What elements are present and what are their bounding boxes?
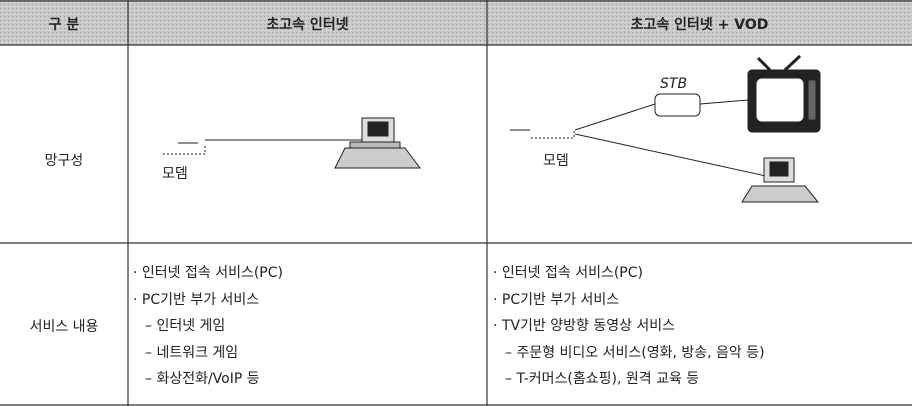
modem-label: 모뎀 xyxy=(543,153,569,169)
row-label: 서비스 내용 xyxy=(29,319,99,335)
service-item: – 인터넷 게임 xyxy=(145,318,226,334)
service-item: · PC기반 부가 서비스 xyxy=(493,291,620,308)
header-cell: 초고속 인터넷 xyxy=(266,17,349,33)
service-item: · 인터넷 접속 서비스(PC) xyxy=(133,265,283,281)
header-cell: 초고속 인터넷 + VOD xyxy=(630,17,769,33)
service-item: – T-커머스(홈쇼핑), 원격 교육 등 xyxy=(505,371,700,387)
service-item: – 주문형 비디오 서비스(영화, 방송, 음악 등) xyxy=(505,344,765,361)
header-background xyxy=(0,0,912,45)
internet-diagram xyxy=(163,117,421,169)
vod-diagram xyxy=(510,54,821,203)
service-item: · PC기반 부가 서비스 xyxy=(133,291,260,308)
service-item: – 화상전화/VoIP 등 xyxy=(145,371,260,387)
modem-label: 모뎀 xyxy=(162,166,188,182)
stb-label: STB xyxy=(660,76,688,92)
service-item: – 네트워크 게임 xyxy=(145,344,239,361)
header-cell: 구 분 xyxy=(48,17,80,33)
row-label: 망구성 xyxy=(44,153,84,169)
service-item: · 인터넷 접속 서비스(PC) xyxy=(493,265,643,281)
service-item: · TV기반 양방향 동영상 서비스 xyxy=(493,318,676,334)
